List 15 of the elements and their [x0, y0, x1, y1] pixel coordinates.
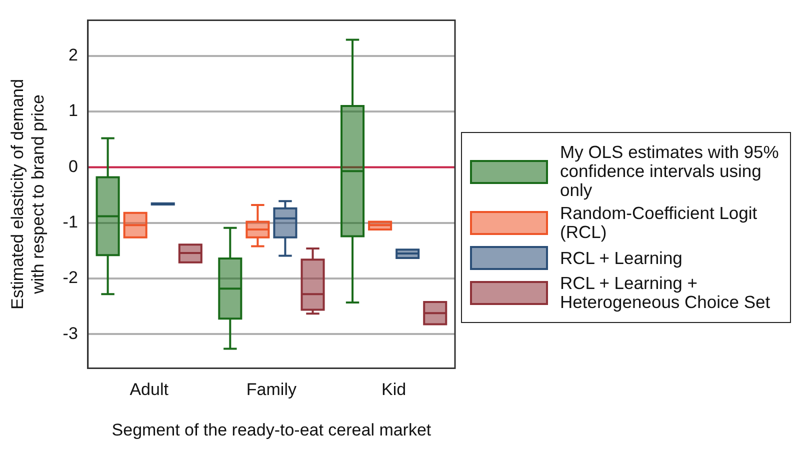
legend-label: Random-Coefficient Logit (RCL): [560, 203, 758, 242]
legend-label: RCL + Learning + Heterogeneous Choice Set: [560, 273, 772, 312]
legend-label: My OLS estimates with 95% confidence intervals using only: [560, 142, 780, 200]
y-tick-label: -2: [62, 268, 78, 288]
y-tick-label: 1: [68, 101, 78, 120]
y-tick-label: 0: [68, 156, 78, 176]
y-tick-label: -3: [62, 324, 78, 343]
x-tick-label: Family: [246, 380, 297, 400]
y-axis-title: Estimated elasticity of demand with respect to brand price: [8, 78, 48, 310]
x-axis-title: Segment of the ready-to-eat cereal market: [112, 420, 432, 440]
y-tick-label: -1: [62, 212, 78, 232]
y-tick-label: 2: [68, 46, 78, 65]
x-tick-label: Adult: [130, 380, 169, 400]
legend-label: RCL + Learning: [560, 248, 682, 268]
x-tick-label: Kid: [382, 380, 406, 400]
